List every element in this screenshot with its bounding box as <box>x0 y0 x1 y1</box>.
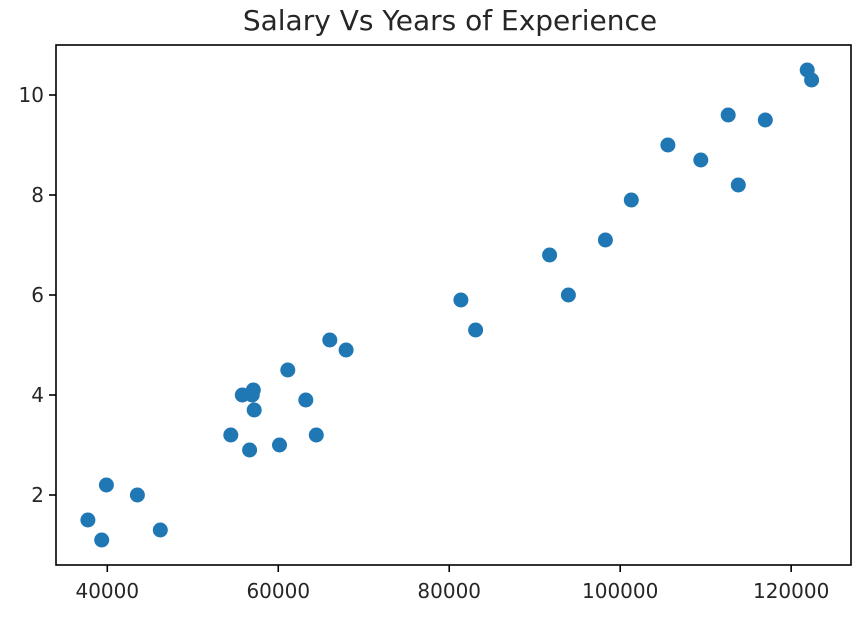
y-tick-label: 4 <box>31 383 44 407</box>
x-tick-label: 120000 <box>753 579 829 603</box>
data-point <box>152 522 168 538</box>
data-point <box>322 332 338 348</box>
x-tick-label: 100000 <box>582 579 658 603</box>
data-point <box>223 427 239 443</box>
y-tick-label: 2 <box>31 483 44 507</box>
chart-title: Salary Vs Years of Experience <box>243 4 657 37</box>
x-tick-label: 80000 <box>417 579 481 603</box>
y-tick-label: 10 <box>19 83 44 107</box>
data-point <box>720 107 736 123</box>
data-point <box>542 247 558 263</box>
data-point <box>660 137 676 153</box>
data-point <box>338 342 354 358</box>
data-point <box>94 532 110 548</box>
data-point <box>242 442 258 458</box>
data-point <box>453 292 469 308</box>
y-tick-label: 8 <box>31 183 44 207</box>
plot-area-frame <box>55 44 852 566</box>
data-point <box>799 62 815 78</box>
data-point <box>597 232 613 248</box>
data-point <box>730 177 746 193</box>
data-point <box>246 402 262 418</box>
y-tick-label: 6 <box>31 283 44 307</box>
x-tick-label: 40000 <box>75 579 139 603</box>
data-point <box>245 382 261 398</box>
data-point <box>693 152 709 168</box>
data-point <box>757 112 773 128</box>
data-point <box>560 287 576 303</box>
data-point <box>623 192 639 208</box>
y-axis: 2 4 6 8 10 <box>19 83 56 507</box>
data-point <box>98 477 114 493</box>
data-point <box>80 512 96 528</box>
data-point <box>308 427 324 443</box>
x-axis: 40000 60000 80000 100000 120000 <box>75 565 829 603</box>
data-point <box>280 362 296 378</box>
data-point <box>298 392 314 408</box>
data-point <box>129 487 145 503</box>
x-tick-label: 60000 <box>246 579 310 603</box>
data-points <box>80 62 820 548</box>
data-point <box>272 437 287 453</box>
data-point <box>468 322 484 338</box>
